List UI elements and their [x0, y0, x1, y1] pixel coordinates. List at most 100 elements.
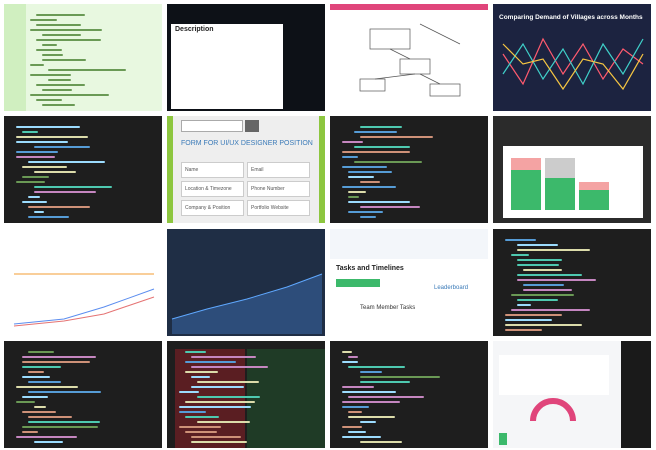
code-line [505, 319, 552, 321]
code-line [16, 156, 55, 158]
code-line [34, 211, 45, 213]
code-line [22, 396, 48, 398]
diff-added [247, 349, 325, 448]
code-line [354, 161, 423, 163]
code-line [191, 436, 241, 438]
code-line [22, 426, 99, 428]
code-line [348, 396, 425, 398]
code-line [16, 141, 69, 143]
button[interactable] [336, 279, 380, 287]
code-line [22, 366, 62, 368]
diff-removed [175, 349, 245, 448]
gutter [4, 4, 26, 111]
code-line [16, 151, 58, 153]
code-line [28, 391, 101, 393]
header-bar [330, 4, 488, 10]
code-line [348, 201, 410, 203]
code-line [342, 186, 396, 188]
code-line [191, 441, 248, 443]
code-line [22, 176, 49, 178]
code-line [197, 396, 260, 398]
code-line [28, 206, 90, 208]
code-line [185, 361, 236, 363]
code-line [191, 356, 257, 358]
code-line [34, 406, 47, 408]
diagram [359, 23, 461, 97]
code-line [191, 376, 210, 378]
code-line [360, 136, 433, 138]
dashboard-subtitle: Team Member Tasks [360, 305, 416, 311]
tile-line-chart [4, 229, 162, 336]
code-line [517, 264, 560, 266]
code-line [34, 191, 97, 193]
chart-lines [502, 37, 644, 91]
code-line [28, 216, 69, 218]
line-chart [13, 273, 155, 327]
form-field: Email [247, 162, 310, 178]
code-line [197, 421, 250, 423]
form-field: Portfolio Website [247, 200, 310, 216]
code-line [360, 441, 403, 443]
code-line [48, 69, 126, 71]
search-box[interactable] [181, 120, 243, 132]
form-field: Location & Timezone [181, 181, 244, 197]
code-line [42, 44, 58, 46]
code-line [16, 401, 35, 403]
code-line [517, 279, 597, 281]
code-line [42, 89, 72, 91]
code-line [30, 64, 44, 66]
code-line [28, 381, 62, 383]
code-line [505, 314, 563, 316]
code-line [185, 431, 217, 433]
code-line [34, 171, 76, 173]
code-line [348, 176, 375, 178]
search-button[interactable] [245, 120, 259, 132]
code-line [28, 416, 73, 418]
code-line [16, 386, 78, 388]
code-line [517, 249, 591, 251]
code-line [360, 216, 376, 218]
code-line [360, 376, 440, 378]
tile-code [4, 341, 162, 448]
code-line [360, 421, 377, 423]
code-line [30, 29, 102, 31]
code-line [517, 299, 559, 301]
code-line [179, 406, 252, 408]
code-line [42, 54, 64, 56]
code-line [342, 391, 397, 393]
issue-heading: Description [175, 26, 214, 33]
dashboard-title: Tasks and Timelines [336, 265, 404, 272]
code-line [517, 244, 558, 246]
tile-code-light [4, 4, 162, 111]
code-line [342, 386, 374, 388]
code-line [342, 401, 400, 403]
code-line [179, 391, 199, 393]
code-line [348, 191, 366, 193]
code-line [179, 426, 222, 428]
app-widgets [499, 355, 609, 445]
code-line [360, 371, 382, 373]
code-line [36, 99, 63, 101]
code-line [179, 411, 207, 413]
code-line [348, 356, 359, 358]
bar-segment [579, 190, 609, 210]
code-line [22, 411, 57, 413]
code-line [185, 416, 220, 418]
code-line [28, 351, 55, 353]
code-line [28, 196, 40, 198]
code-line [505, 239, 537, 241]
code-line [342, 351, 352, 353]
tile-code [493, 229, 651, 336]
tile-dashboard: Tasks and Timelines Team Member Tasks Le… [330, 229, 488, 336]
area-chart [171, 273, 323, 334]
code-line [185, 401, 256, 403]
code-line [517, 259, 562, 261]
tile-issue: Description [167, 4, 325, 111]
stats-row [330, 229, 488, 259]
code-line [342, 436, 381, 438]
code-line [22, 376, 50, 378]
chart-title: Comparing Demand of Villages across Mont… [499, 14, 643, 21]
code-line [34, 146, 90, 148]
issue-panel [171, 24, 283, 109]
